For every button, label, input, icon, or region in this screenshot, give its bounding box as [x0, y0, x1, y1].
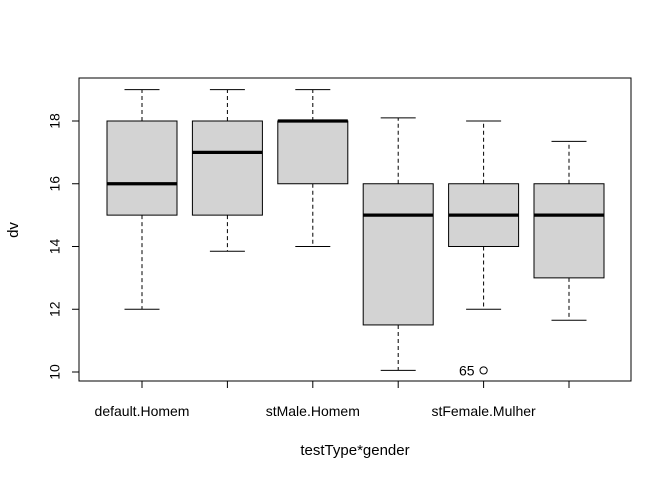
boxes-layer: 65	[106, 89, 605, 378]
box-group	[362, 117, 434, 371]
box-group	[277, 89, 349, 247]
y-tick-label: 18	[47, 113, 63, 129]
y-tick-label: 14	[47, 239, 63, 255]
x-tick-label: default.Homem	[95, 403, 190, 419]
box-iqr	[533, 183, 605, 279]
x-tick-label: stFemale.Mulher	[431, 403, 536, 419]
y-axis-title: dv	[5, 222, 22, 238]
x-tick-label: stMale.Homem	[266, 403, 360, 419]
box-iqr	[362, 183, 434, 326]
y-axis: 10 12 14 16 18	[47, 113, 80, 380]
box-iqr	[106, 120, 178, 216]
box-iqr	[277, 120, 349, 185]
outlier-point	[479, 366, 488, 375]
box-group	[106, 89, 178, 310]
x-axis: default.Homem stMale.Homem stFemale.Mulher	[95, 380, 570, 419]
y-tick-label: 12	[47, 301, 63, 317]
box-group	[191, 89, 263, 252]
box-group	[533, 140, 605, 321]
box-group	[448, 120, 520, 310]
outlier-label: 65	[459, 362, 475, 378]
y-tick-label: 10	[47, 364, 63, 380]
y-tick-label: 16	[47, 176, 63, 192]
box-iqr	[191, 120, 263, 216]
x-axis-title: testType*gender	[300, 442, 409, 459]
